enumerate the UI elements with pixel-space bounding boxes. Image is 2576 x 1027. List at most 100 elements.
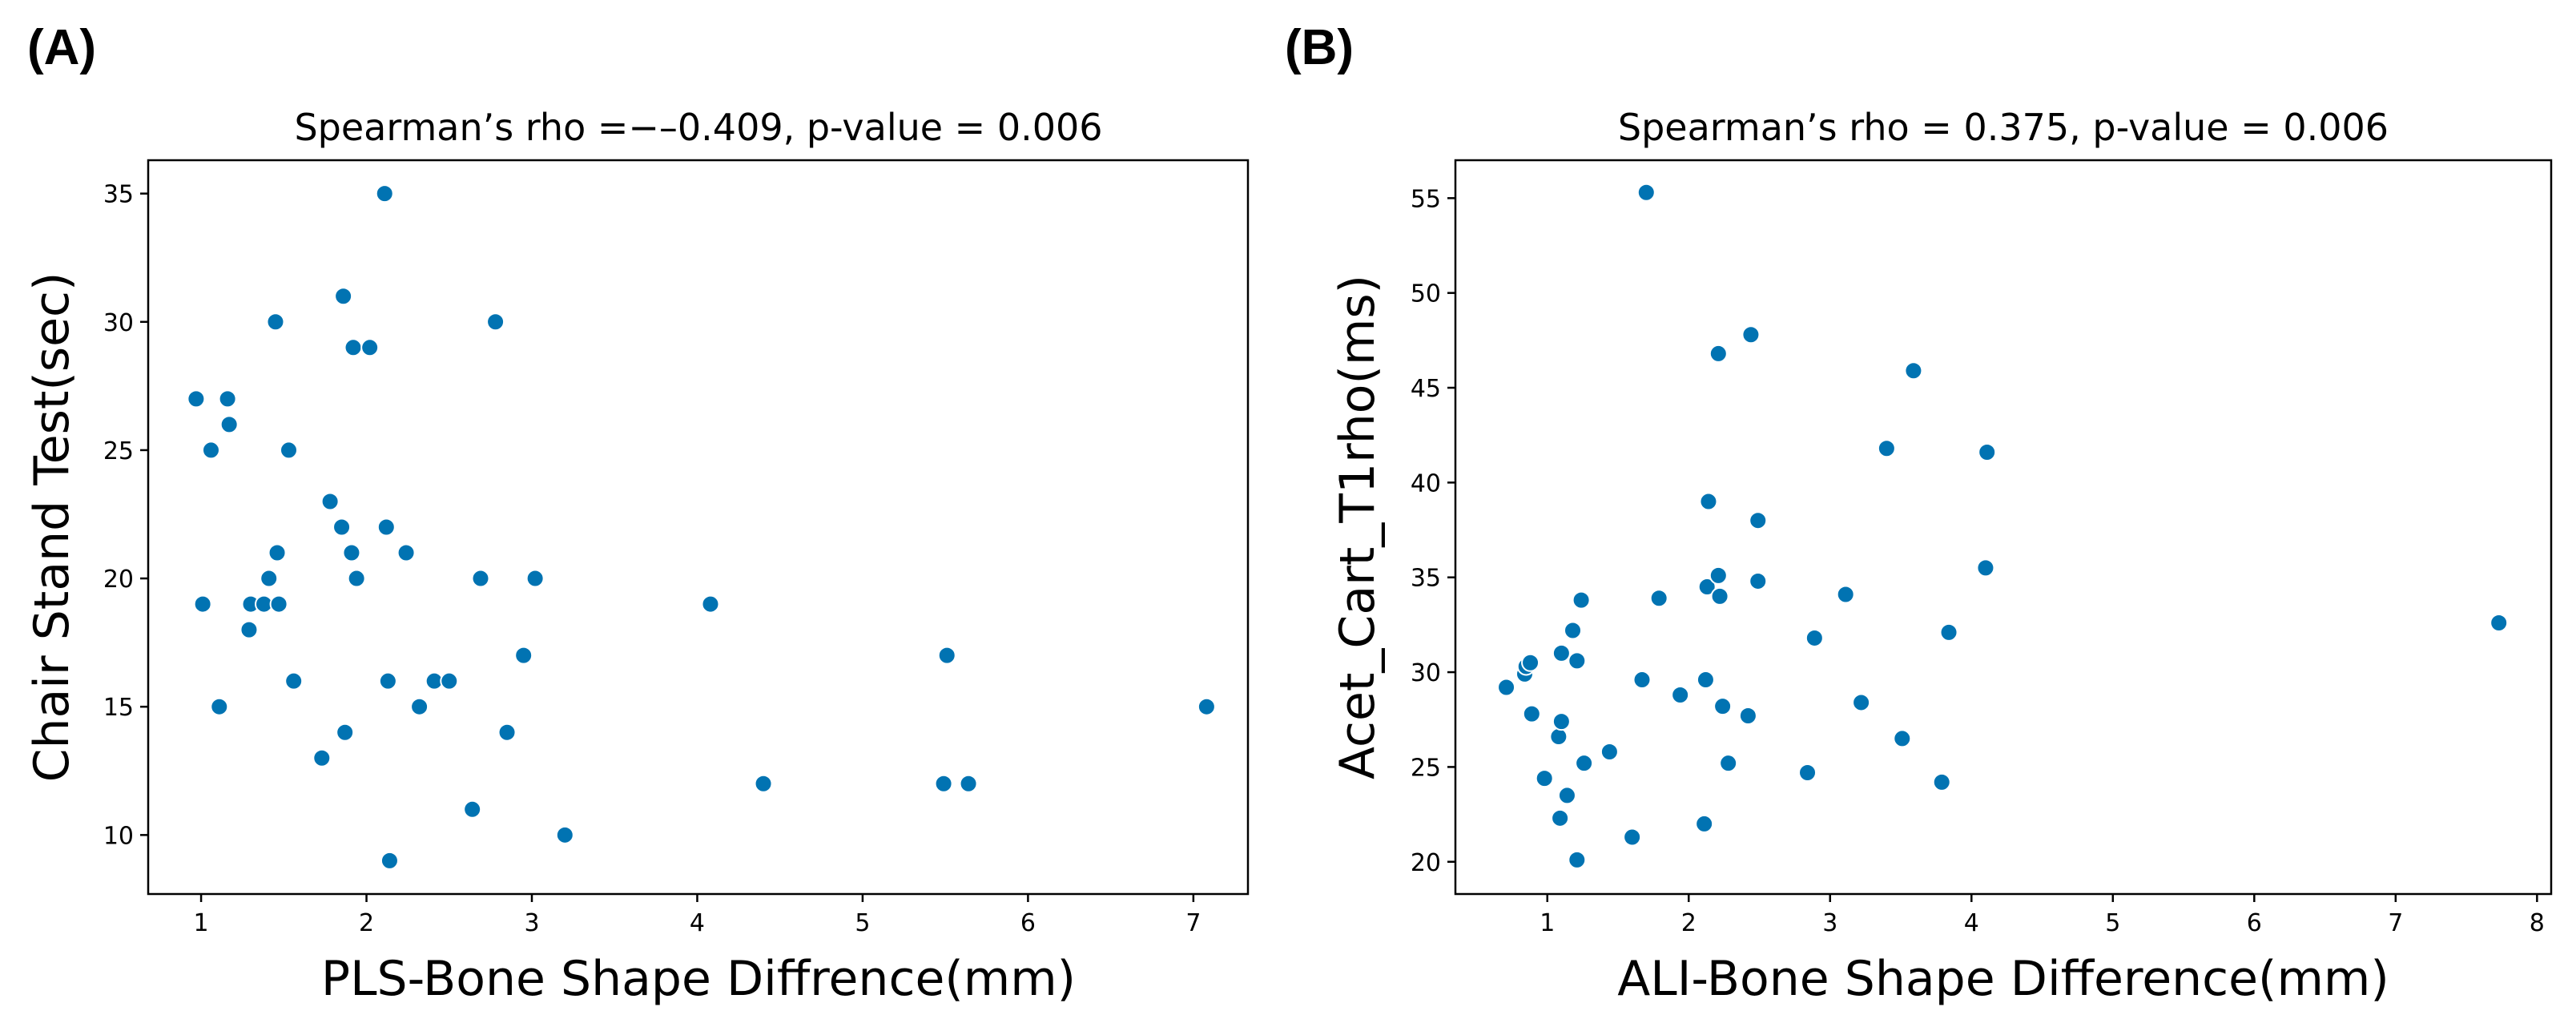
panel-b-data-point [1976, 558, 1995, 578]
panel-b-data-point [1696, 671, 1715, 690]
panel-b-y-tick-label: 30 [1411, 659, 1441, 687]
panel-a-data-point [497, 723, 517, 742]
panel-a-data-point [555, 825, 574, 844]
panel-a-label: (A) [27, 20, 96, 75]
panel-a-data-point [279, 441, 298, 460]
panel-a-data-point [219, 415, 239, 434]
panel-a-plot-frame [147, 159, 1250, 896]
panel-b-x-ticks: 1 2 3 4 5 6 7 8 [1540, 894, 2545, 937]
panel-a-y-tick-label: 30 [103, 309, 134, 337]
panel-b-y-axis-label: Acet_Cart_T1rho(ms) [1330, 275, 1386, 779]
panel-b-data-point [1564, 621, 1583, 640]
panel-a-data-point [193, 594, 212, 614]
panel-b-x-tick-label: 4 [1964, 909, 1979, 937]
panel-b-x-tick-label: 3 [1822, 909, 1837, 937]
panel-b-data-point [1632, 671, 1652, 690]
panel-b-data-point [1836, 585, 1855, 604]
panel-b-data-point [1636, 183, 1656, 202]
panel-a-data-point [239, 620, 259, 639]
panel-b-x-tick-label: 1 [1540, 909, 1555, 937]
panel-b-data-point [1709, 566, 1728, 585]
panel-a-data-point [463, 799, 482, 819]
panel-b-data-point [2489, 614, 2509, 633]
panel-b-title: Spearman’s rho = 0.375, p-value = 0.006 [1618, 106, 2389, 149]
panel-b-data-point [1557, 786, 1576, 805]
panel-a-y-ticks: 10 15 20 25 30 35 [103, 181, 148, 850]
panel-b-x-tick-label: 5 [2105, 909, 2120, 937]
panel-a-data-point [410, 697, 429, 716]
panel-b-data-point [1535, 769, 1554, 788]
panel-b-y-ticks: 20 25 30 35 40 45 50 55 [1411, 185, 1455, 877]
panel-b-data-point [1798, 763, 1817, 783]
panel-a-data-point [378, 671, 397, 691]
panel-a-data-point [210, 697, 229, 716]
panel-a-data-point [754, 774, 773, 793]
panel-b-x-tick-label: 7 [2388, 909, 2403, 937]
panel-a-data-point [269, 594, 288, 614]
panel-a-data-point [266, 312, 285, 332]
panel-b-data-point [1649, 589, 1668, 608]
panel-a-y-tick-label: 15 [103, 694, 134, 722]
panel-b-label: (B) [1285, 20, 1354, 75]
panel-b-data-point [1600, 742, 1619, 761]
panel-b-data-point [1699, 492, 1718, 511]
panel-b-data-point [1893, 729, 1912, 748]
panel-b-points [1497, 183, 2509, 869]
panel-b-plot-frame [1454, 159, 2553, 896]
panel-b-data-point [1939, 622, 1958, 642]
panel-b-data-point [1852, 693, 1871, 712]
panel-a-y-tick-label: 20 [103, 566, 134, 594]
panel-b-y-tick-label: 45 [1411, 375, 1441, 403]
panel-b-data-point [1904, 361, 1923, 381]
panel-a-data-point [934, 774, 953, 793]
panel-b-y-tick-label: 35 [1411, 565, 1441, 593]
panel-a-data-point [268, 543, 287, 562]
panel-b-x-tick-label: 6 [2247, 909, 2262, 937]
panel-b-data-point [1568, 651, 1587, 671]
panel-a-x-tick-label: 2 [359, 909, 374, 937]
panel-b-data-point [1710, 586, 1729, 606]
panel-a-data-point [959, 774, 978, 793]
panel-b-data-point [1709, 344, 1728, 363]
panel-b-data-point [1552, 643, 1571, 663]
panel-b-data-point [1719, 754, 1738, 773]
panel-b-data-point [1932, 772, 1951, 791]
panel-a-data-point [334, 287, 353, 306]
panel-b-x-tick-label: 2 [1681, 909, 1697, 937]
panel-b-data-point [1713, 697, 1733, 716]
panel-a-data-point [187, 389, 206, 409]
panel-a-x-tick-label: 7 [1185, 909, 1201, 937]
panel-b-data-point [1552, 712, 1571, 731]
panel-a-data-point [320, 492, 340, 511]
panel-a-x-axis-label: PLS-Bone Shape Diffrence(mm) [321, 951, 1076, 1007]
panel-a-data-point [375, 184, 394, 203]
panel-b-data-point [1741, 325, 1761, 344]
panel-a-x-tick-label: 3 [524, 909, 539, 937]
panel-b-data-point [1805, 628, 1824, 647]
panel-b-data-point [1877, 439, 1896, 458]
panel-a-x-tick-label: 5 [855, 909, 870, 937]
panel-a-data-point [201, 441, 220, 460]
panel-b-x-axis-label: ALI-Bone Shape Difference(mm) [1617, 951, 2389, 1007]
panel-b-data-point [1549, 727, 1568, 747]
panel-a-data-point [312, 748, 332, 767]
panel-a-points [187, 184, 1216, 870]
panel-a-data-point [486, 312, 505, 332]
panel-a-y-tick-label: 35 [103, 181, 134, 209]
panel-b-data-point [1522, 704, 1541, 723]
panel-b-data-point [1671, 685, 1690, 704]
panel-b-data-point [1521, 653, 1540, 672]
panel-b: (B) Spearman’s rho = 0.375, p-value = 0.… [1285, 20, 2553, 1007]
panel-b-data-point [1623, 828, 1642, 847]
panel-a: (A) Spearman’s rho =−–0.409, p-value = 0… [24, 20, 1250, 1007]
panel-b-data-point [1749, 511, 1768, 530]
panel-a-data-point [1197, 697, 1216, 716]
panel-a-data-point [336, 723, 355, 742]
panel-a-data-point [525, 569, 545, 588]
panel-b-x-tick-label: 8 [2530, 909, 2545, 937]
panel-b-data-point [1697, 578, 1717, 597]
panel-a-data-point [260, 569, 279, 588]
panel-b-y-tick-label: 50 [1411, 280, 1441, 308]
panel-a-data-point [218, 389, 237, 409]
